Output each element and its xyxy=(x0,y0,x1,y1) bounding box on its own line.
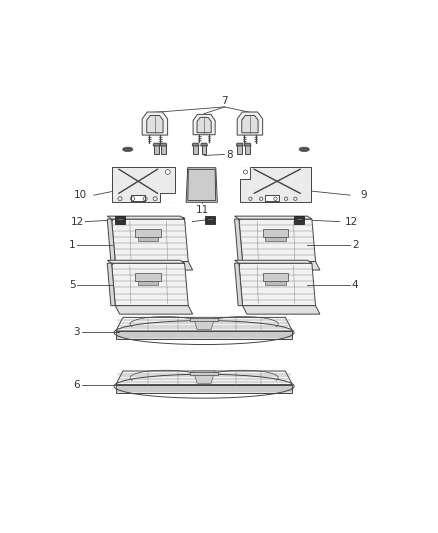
Polygon shape xyxy=(116,317,293,331)
Text: 5: 5 xyxy=(69,280,76,290)
Polygon shape xyxy=(147,116,163,133)
Polygon shape xyxy=(205,216,215,224)
Polygon shape xyxy=(116,331,293,339)
Polygon shape xyxy=(159,193,175,203)
Polygon shape xyxy=(138,281,158,285)
Polygon shape xyxy=(190,372,218,375)
Polygon shape xyxy=(265,195,279,200)
Text: 13: 13 xyxy=(174,216,187,227)
Polygon shape xyxy=(161,146,166,154)
Polygon shape xyxy=(112,219,188,262)
Circle shape xyxy=(165,169,170,174)
Text: 9: 9 xyxy=(360,190,367,200)
Polygon shape xyxy=(239,219,315,262)
Circle shape xyxy=(244,170,247,174)
Polygon shape xyxy=(242,116,258,133)
Polygon shape xyxy=(239,263,315,305)
Polygon shape xyxy=(107,219,115,262)
Polygon shape xyxy=(113,167,175,203)
Polygon shape xyxy=(190,318,218,321)
Polygon shape xyxy=(234,263,243,305)
Text: 12: 12 xyxy=(345,216,358,227)
Text: 11: 11 xyxy=(196,205,209,215)
Polygon shape xyxy=(202,146,206,154)
Polygon shape xyxy=(243,262,320,270)
Polygon shape xyxy=(265,237,286,241)
Polygon shape xyxy=(234,216,312,219)
Polygon shape xyxy=(192,143,199,146)
Polygon shape xyxy=(115,305,193,314)
Text: 7: 7 xyxy=(221,96,228,106)
Polygon shape xyxy=(131,195,145,200)
Polygon shape xyxy=(263,273,288,281)
Text: 3: 3 xyxy=(74,327,80,337)
Polygon shape xyxy=(142,112,168,135)
Polygon shape xyxy=(234,219,243,262)
Polygon shape xyxy=(245,146,250,154)
Polygon shape xyxy=(201,143,208,146)
Ellipse shape xyxy=(123,147,133,151)
Polygon shape xyxy=(243,305,320,314)
Polygon shape xyxy=(240,167,251,179)
Polygon shape xyxy=(265,281,286,285)
Polygon shape xyxy=(115,262,193,270)
Polygon shape xyxy=(116,371,293,385)
Polygon shape xyxy=(115,216,125,224)
Polygon shape xyxy=(193,115,215,135)
Polygon shape xyxy=(237,143,243,146)
Polygon shape xyxy=(116,385,293,393)
Polygon shape xyxy=(240,167,311,203)
Polygon shape xyxy=(160,143,167,146)
Polygon shape xyxy=(244,143,251,146)
Polygon shape xyxy=(154,146,159,154)
Polygon shape xyxy=(112,263,188,305)
Polygon shape xyxy=(294,216,304,224)
Polygon shape xyxy=(107,260,184,263)
Polygon shape xyxy=(193,146,198,154)
Text: 10: 10 xyxy=(74,190,87,200)
Ellipse shape xyxy=(299,147,309,151)
Polygon shape xyxy=(135,229,161,237)
Polygon shape xyxy=(237,112,263,135)
Polygon shape xyxy=(263,229,288,237)
Polygon shape xyxy=(135,273,161,281)
Polygon shape xyxy=(194,371,215,383)
Polygon shape xyxy=(138,237,158,241)
Polygon shape xyxy=(186,168,217,203)
Text: 2: 2 xyxy=(352,240,358,250)
Polygon shape xyxy=(234,260,312,263)
Polygon shape xyxy=(107,263,115,305)
Text: 4: 4 xyxy=(352,280,358,290)
Text: 1: 1 xyxy=(69,240,76,250)
Polygon shape xyxy=(107,216,184,219)
Polygon shape xyxy=(153,143,160,146)
Polygon shape xyxy=(188,169,215,200)
Polygon shape xyxy=(197,117,211,133)
Text: 8: 8 xyxy=(226,150,233,160)
Text: 12: 12 xyxy=(71,216,84,227)
Polygon shape xyxy=(194,317,215,329)
Polygon shape xyxy=(237,146,242,154)
Text: 6: 6 xyxy=(74,380,80,390)
